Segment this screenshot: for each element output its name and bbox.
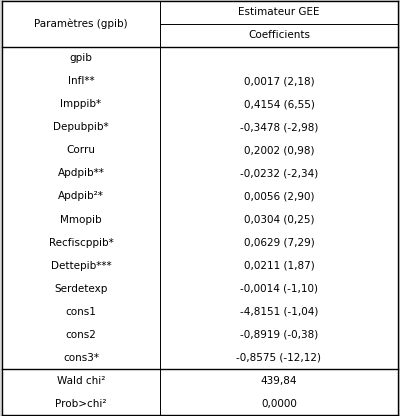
Text: Corru: Corru	[66, 146, 96, 156]
Text: Dettepib***: Dettepib***	[51, 260, 111, 270]
Text: -0,8575 (-12,12): -0,8575 (-12,12)	[236, 353, 322, 363]
Text: -0,3478 (-2,98): -0,3478 (-2,98)	[240, 122, 318, 132]
Text: 0,0211 (1,87): 0,0211 (1,87)	[244, 260, 314, 270]
Text: 0,0017 (2,18): 0,0017 (2,18)	[244, 77, 314, 87]
Text: Wald chi²: Wald chi²	[57, 376, 105, 386]
Text: -4,8151 (-1,04): -4,8151 (-1,04)	[240, 307, 318, 317]
Text: Apdpib²*: Apdpib²*	[58, 191, 104, 201]
Text: Mmopib: Mmopib	[60, 215, 102, 225]
Text: Serdetexp: Serdetexp	[54, 284, 108, 294]
Text: Depubpib*: Depubpib*	[53, 122, 109, 132]
Text: 439,84: 439,84	[261, 376, 297, 386]
Text: cons3*: cons3*	[63, 353, 99, 363]
Text: Paramètres (gpib): Paramètres (gpib)	[34, 19, 128, 29]
Text: 0,0000: 0,0000	[261, 399, 297, 409]
Text: gpib: gpib	[70, 53, 92, 63]
Text: -0,0014 (-1,10): -0,0014 (-1,10)	[240, 284, 318, 294]
Text: Apdpib**: Apdpib**	[58, 168, 104, 178]
Text: cons2: cons2	[66, 329, 96, 339]
Text: 0,0629 (7,29): 0,0629 (7,29)	[244, 238, 314, 248]
Text: Infl**: Infl**	[68, 77, 94, 87]
Text: Imppib*: Imppib*	[60, 99, 102, 109]
Text: -0,8919 (-0,38): -0,8919 (-0,38)	[240, 329, 318, 339]
Text: Prob>chi²: Prob>chi²	[55, 399, 107, 409]
Text: 0,4154 (6,55): 0,4154 (6,55)	[244, 99, 314, 109]
Text: 0,0056 (2,90): 0,0056 (2,90)	[244, 191, 314, 201]
Text: Estimateur GEE: Estimateur GEE	[238, 7, 320, 17]
Text: -0,0232 (-2,34): -0,0232 (-2,34)	[240, 168, 318, 178]
Text: 0,2002 (0,98): 0,2002 (0,98)	[244, 146, 314, 156]
Text: Coefficients: Coefficients	[248, 30, 310, 40]
Text: 0,0304 (0,25): 0,0304 (0,25)	[244, 215, 314, 225]
Text: cons1: cons1	[66, 307, 96, 317]
Text: Recfiscppib*: Recfiscppib*	[49, 238, 113, 248]
